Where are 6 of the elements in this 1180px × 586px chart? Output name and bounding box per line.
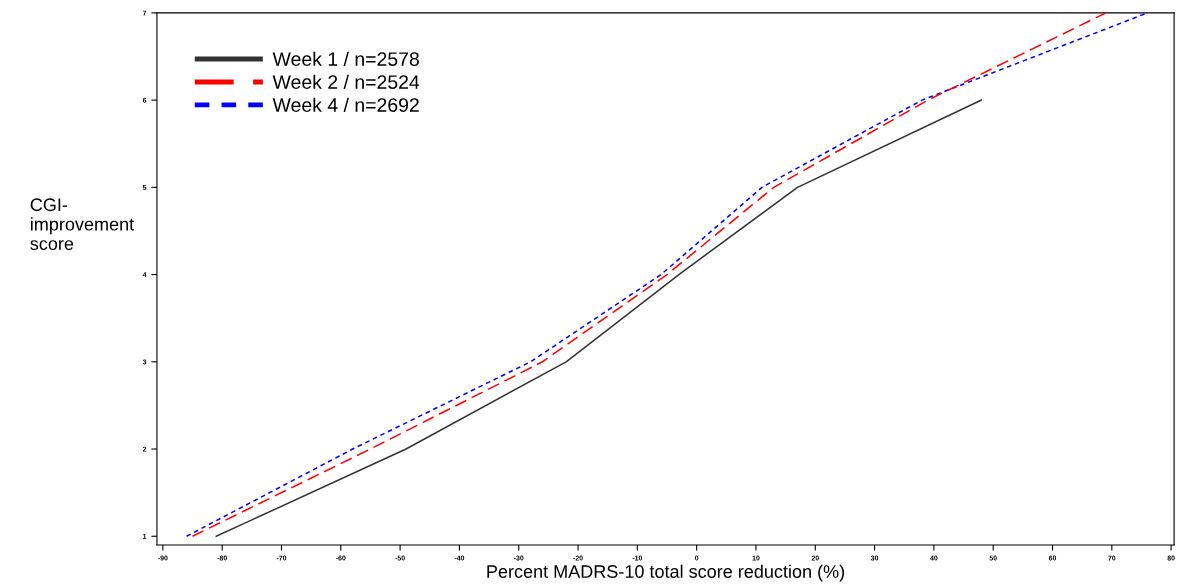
legend-label: Week 1 / n=2578 [272, 51, 419, 66]
x-axis-title: Percent MADRS-10 total score reduction (%) [487, 564, 845, 582]
y-axis-title: CGI- improvement score [30, 198, 135, 251]
legend-label: Week 2 / n=2524 [272, 74, 420, 89]
legend-label: Week 4 / n=2692 [272, 97, 419, 112]
line-series [215, 99, 983, 538]
